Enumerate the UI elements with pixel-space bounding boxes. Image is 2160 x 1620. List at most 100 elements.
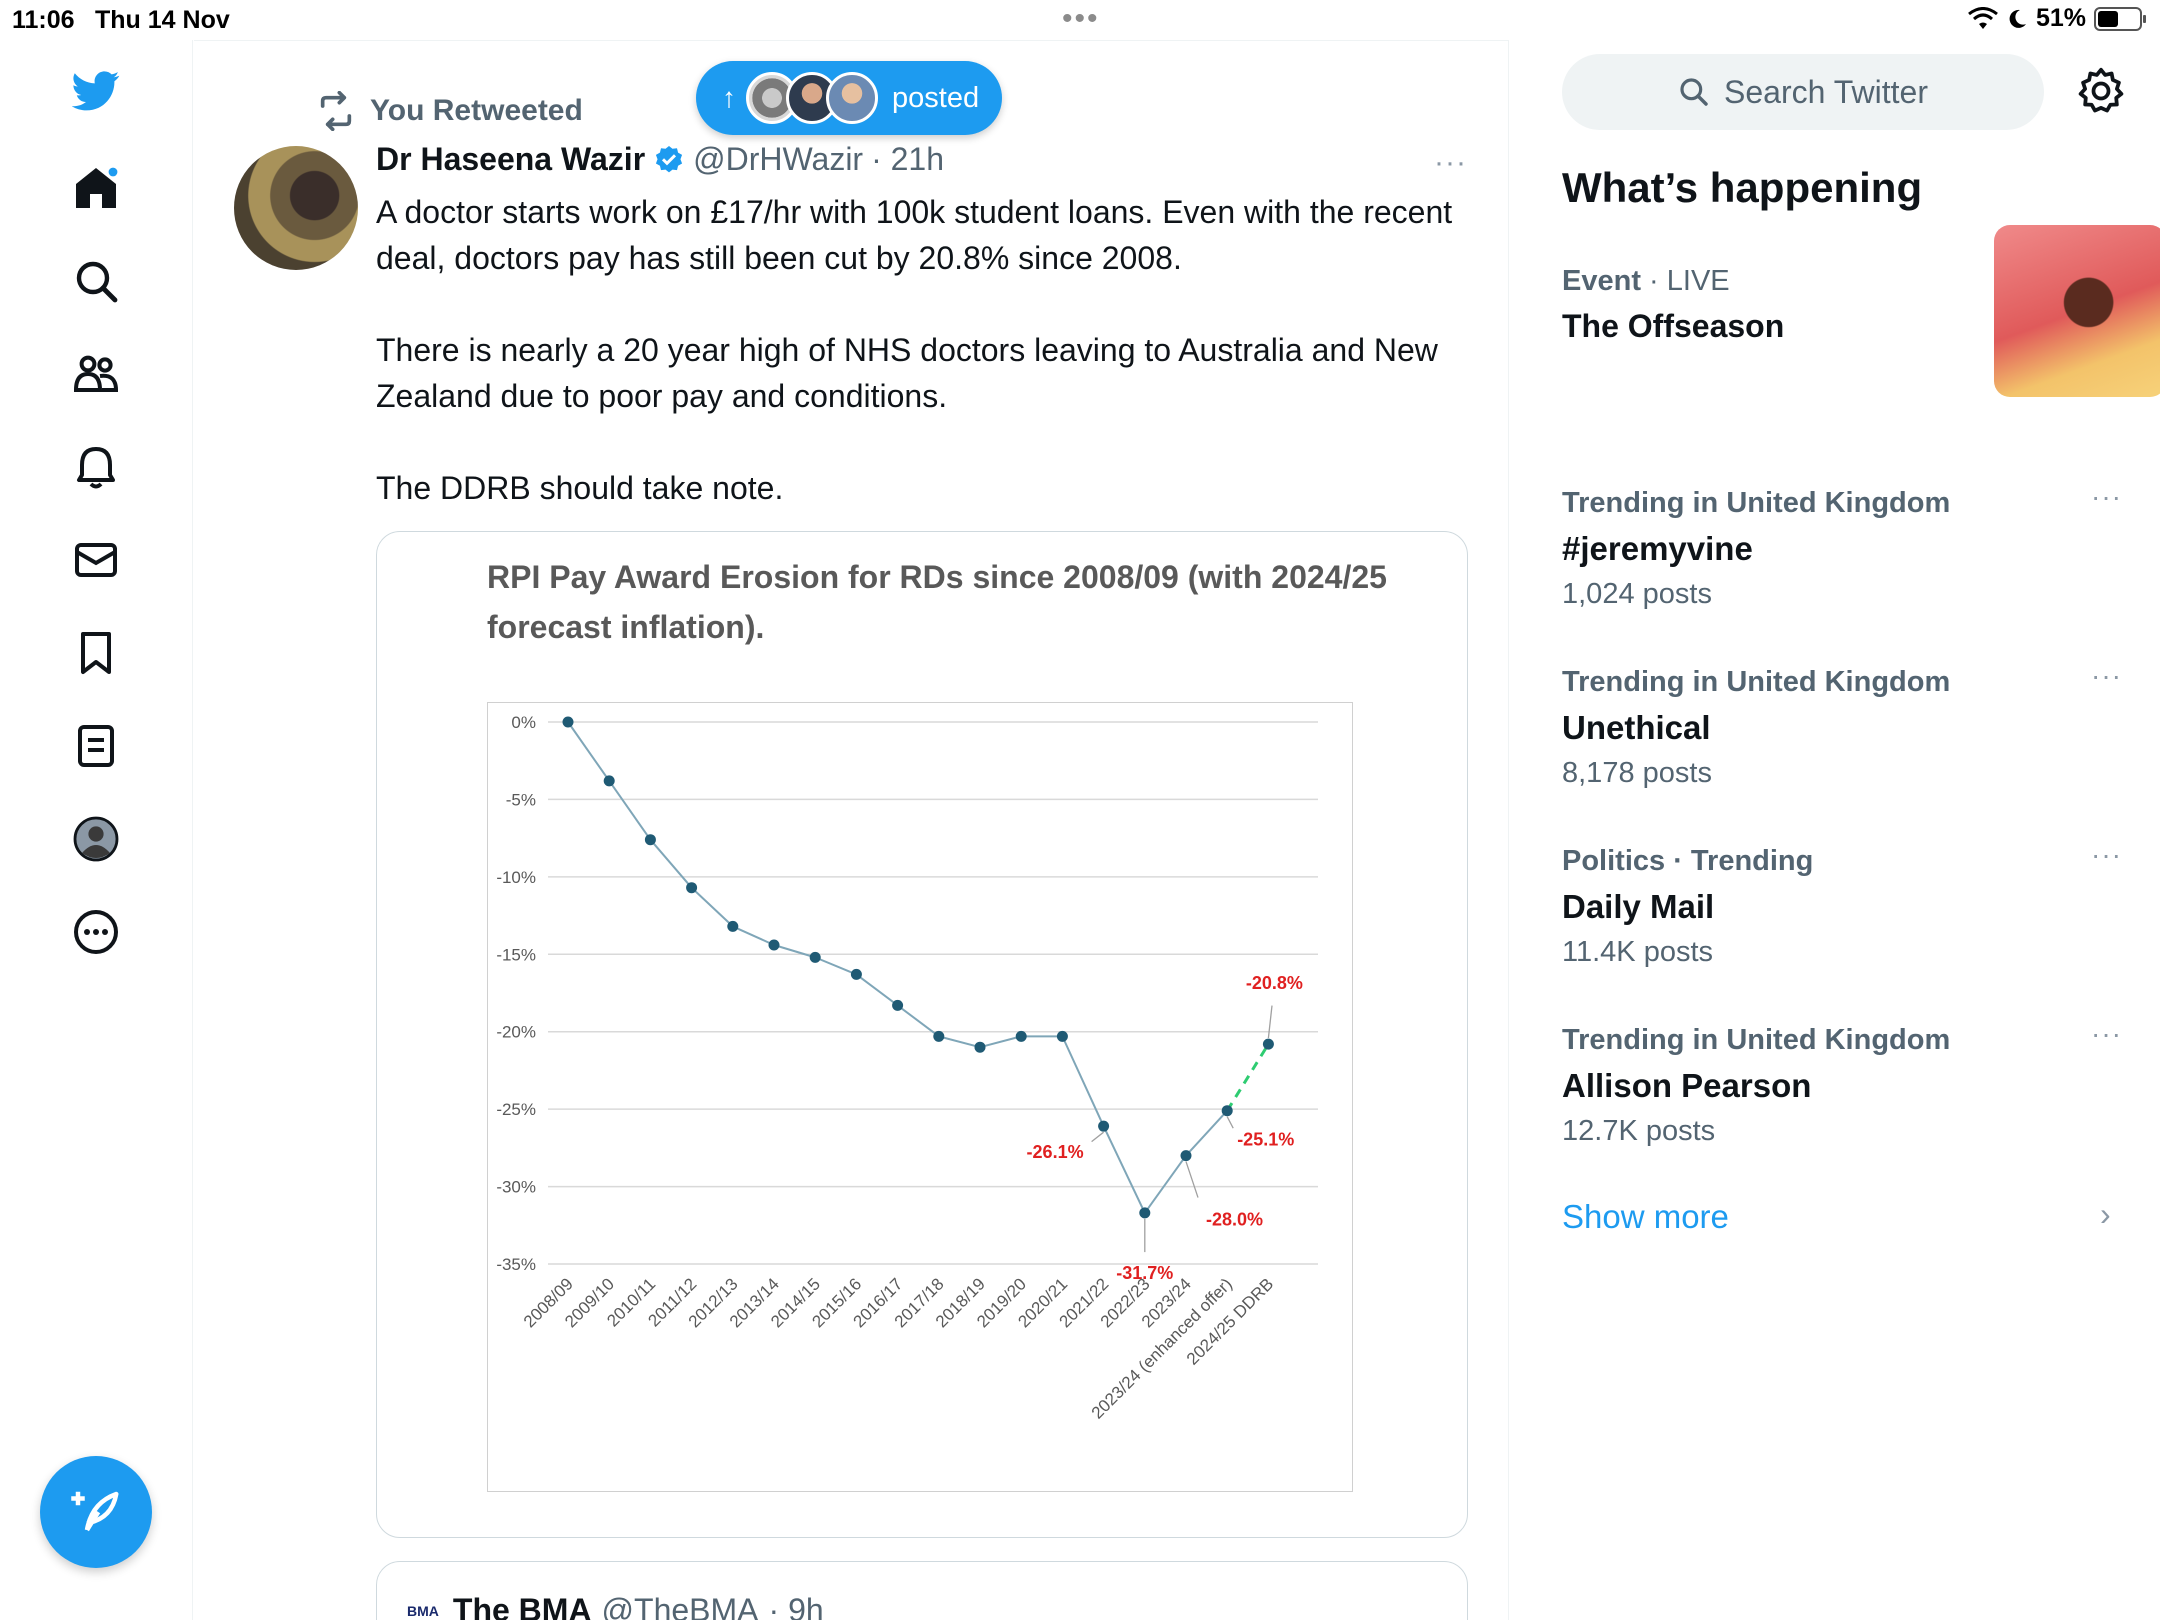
trend-context: Trending in United Kingdom <box>1562 666 1951 698</box>
wifi-icon <box>1968 6 1998 29</box>
search-input[interactable]: Search Twitter <box>1562 54 2044 130</box>
pill-avatar-3 <box>826 72 878 124</box>
data-label: -20.8% <box>1246 973 1303 993</box>
trend-count: 8,178 posts <box>1562 757 1712 789</box>
multitasking-dots[interactable]: ••• <box>1062 2 1100 35</box>
series-line-segment <box>938 1035 981 1049</box>
left-navigation <box>0 40 193 1620</box>
author-handle[interactable]: @DrHWazir <box>693 141 864 177</box>
quoted-tweet-time[interactable]: · 9h <box>768 1592 824 1620</box>
data-point <box>562 716 574 728</box>
data-point <box>727 920 739 932</box>
trend-title: Daily Mail <box>1562 888 1715 925</box>
search-icon[interactable] <box>70 255 122 307</box>
trend-title: Unethical <box>1562 709 1711 746</box>
bookmarks-icon[interactable] <box>70 627 122 679</box>
annotation-leader-line <box>1185 1161 1199 1198</box>
series-line-segment <box>567 721 611 782</box>
compose-button[interactable] <box>40 1456 152 1568</box>
battery-percent: 51% <box>2035 4 2086 32</box>
tweet-media-image[interactable]: RPI Pay Award Erosion for RDs since 2008… <box>376 531 1468 1538</box>
data-label: -25.1% <box>1237 1130 1294 1150</box>
data-point <box>768 939 780 951</box>
event-title: The Offseason <box>1562 308 1785 344</box>
data-label: -26.1% <box>1027 1142 1084 1162</box>
trend-more-button[interactable]: ··· <box>2091 1018 2122 1049</box>
twitter-logo-icon[interactable] <box>70 64 122 116</box>
tweet-time[interactable]: · 21h <box>871 141 945 177</box>
series-line-segment <box>1143 1155 1187 1214</box>
event-status: · LIVE <box>1649 265 1730 297</box>
data-point <box>892 999 904 1011</box>
trend-item[interactable]: Trending in United Kingdom Unethical 8,1… <box>1562 660 2122 790</box>
trend-title: Allison Pearson <box>1562 1067 1812 1104</box>
lists-icon[interactable] <box>70 720 122 772</box>
trend-event[interactable]: Event · LIVE The Offseason <box>1562 225 2160 397</box>
tweet-paragraph: The DDRB should take note. <box>376 470 784 506</box>
compose-icon <box>71 1491 119 1532</box>
trend-count: 12.7K posts <box>1562 1115 1716 1147</box>
new-posts-pill[interactable]: ↑ posted <box>696 61 1002 135</box>
more-icon[interactable] <box>70 906 122 958</box>
gear-icon[interactable] <box>2076 66 2126 116</box>
trend-more-button[interactable]: ··· <box>2091 660 2122 691</box>
data-point <box>1098 1120 1110 1132</box>
whats-happening-title: What’s happening <box>1562 164 1923 211</box>
series-line-segment <box>979 1035 1022 1049</box>
series-line-segment <box>649 839 693 889</box>
quoted-author-name[interactable]: The BMA <box>452 1592 592 1620</box>
battery-fill <box>2098 10 2119 27</box>
series-line-segment <box>814 956 857 976</box>
messages-icon[interactable] <box>70 534 122 586</box>
data-point <box>1056 1030 1068 1042</box>
y-tick-label: -15% <box>496 945 536 964</box>
tweet-text: A doctor starts work on £17/hr with 100k… <box>376 189 1476 557</box>
trend-title: #jeremyvine <box>1562 530 1753 567</box>
event-category: Event <box>1562 265 1641 297</box>
data-point <box>1221 1105 1233 1117</box>
status-bar: 11:06 Thu 14 Nov ••• 51% <box>0 0 2160 40</box>
line-chart: 0%-5%-10%-15%-20%-25%-30%-35%2008/092009… <box>496 713 1318 1423</box>
battery-icon <box>2094 6 2146 31</box>
right-sidebar: Search Twitter What’s happening Event · … <box>1510 40 2160 1620</box>
chart-title: RPI Pay Award Erosion for RDs since 2008… <box>487 559 1387 645</box>
search-icon <box>1680 78 1708 106</box>
data-point <box>1015 1030 1027 1042</box>
retweet-icon <box>320 91 352 131</box>
trend-more-button[interactable]: ··· <box>2091 839 2122 870</box>
data-point <box>1262 1038 1274 1050</box>
series-line-segment <box>690 886 734 928</box>
communities-icon[interactable] <box>70 348 122 400</box>
show-more-link[interactable]: Show more <box>1562 1198 1729 1235</box>
trend-item[interactable]: Trending in United Kingdom #jeremyvine 1… <box>1562 481 2122 611</box>
timeline: You Retweeted ↑ posted Dr Haseena Wazir … <box>194 40 1509 1620</box>
series-line-segment <box>608 780 652 841</box>
author-avatar[interactable] <box>234 146 358 270</box>
series-line-segment <box>1102 1125 1146 1214</box>
trend-item[interactable]: Politics · Trending Daily Mail 11.4K pos… <box>1562 839 2122 969</box>
trend-context: Trending in United Kingdom <box>1562 487 1951 519</box>
trend-item[interactable]: Trending in United Kingdom Allison Pears… <box>1562 1018 2122 1148</box>
retweet-context[interactable]: You Retweeted <box>316 91 583 131</box>
series-line-segment <box>773 944 816 959</box>
data-label: -28.0% <box>1206 1210 1263 1230</box>
quoted-tweet[interactable]: BMA The BMA @TheBMA · 9h <box>376 1561 1468 1620</box>
chart-frame: 0% -5% -10% -15% -20% -25% -30% -35% 2008/09 2009… <box>487 702 1353 1492</box>
bma-logo: BMA <box>407 1602 439 1619</box>
quoted-author-handle[interactable]: @TheBMA <box>601 1592 759 1620</box>
tweet-more-button[interactable]: ··· <box>1434 146 1467 179</box>
series-line-segment <box>732 925 775 946</box>
notifications-icon[interactable] <box>70 441 122 493</box>
series-line-segment <box>896 1004 940 1038</box>
y-tick-label: -20% <box>496 1023 536 1042</box>
home-icon[interactable] <box>70 162 122 214</box>
y-tick-label: -5% <box>506 790 536 809</box>
trend-context: Politics · Trending <box>1562 845 1814 877</box>
trend-more-button[interactable]: ··· <box>2091 481 2122 512</box>
event-thumbnail[interactable] <box>1994 225 2160 397</box>
chevron-right-icon: › <box>2100 1196 2111 1232</box>
data-point <box>1139 1207 1151 1219</box>
quoted-tweet-header: BMA The BMA @TheBMA · 9h <box>407 1592 824 1620</box>
author-name[interactable]: Dr Haseena Wazir <box>376 141 646 177</box>
profile-icon[interactable] <box>70 813 122 865</box>
